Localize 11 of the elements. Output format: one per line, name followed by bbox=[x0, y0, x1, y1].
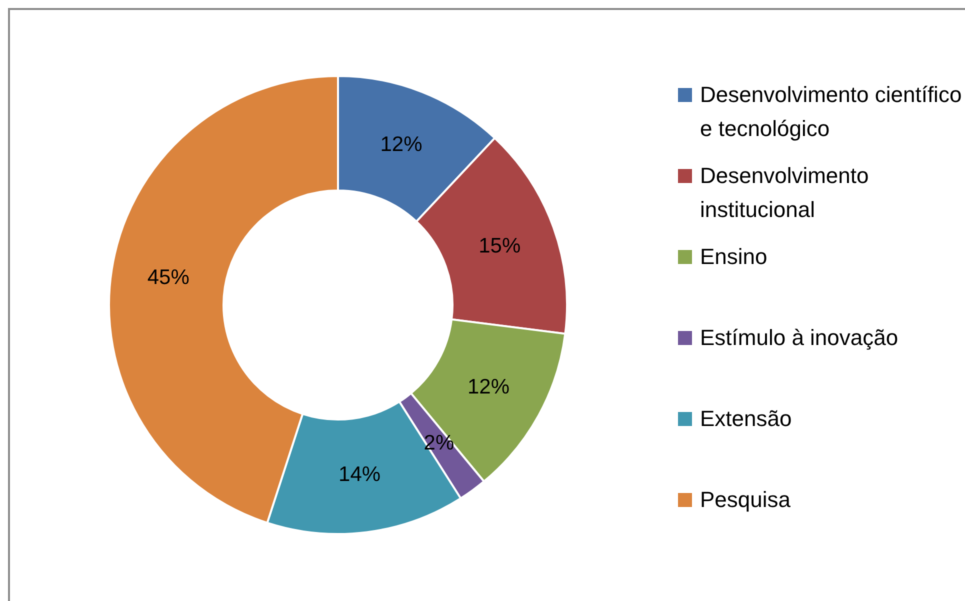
data-label: 12% bbox=[380, 133, 422, 156]
data-label: 45% bbox=[147, 266, 190, 289]
legend-label: Desenvolvimento institucional bbox=[700, 162, 870, 224]
legend-label: Desenvolvimento científico e tecnológico bbox=[700, 81, 963, 143]
legend-label: Pesquisa bbox=[700, 486, 791, 514]
legend-label: Ensino bbox=[700, 243, 768, 271]
data-label: 15% bbox=[478, 234, 521, 258]
legend-label: Extensão bbox=[700, 405, 792, 433]
data-label: 12% bbox=[467, 376, 510, 399]
data-label: 14% bbox=[338, 463, 381, 486]
legend-label: Estímulo à inovação bbox=[700, 324, 898, 352]
